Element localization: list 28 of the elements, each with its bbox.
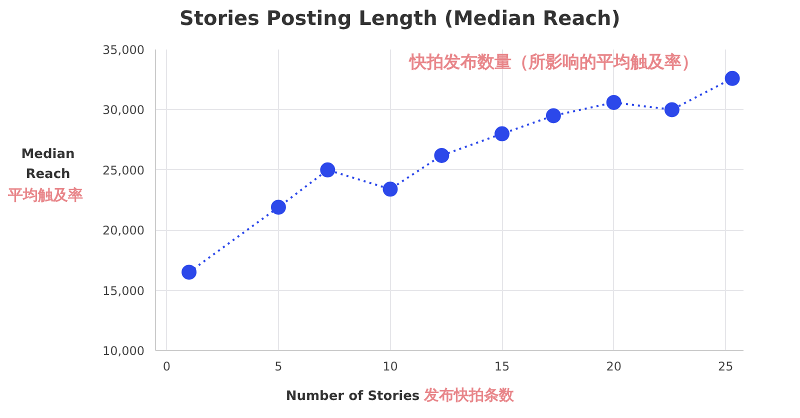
point [270, 200, 286, 215]
x-tick-label: 5 [274, 360, 282, 374]
y-tick-label: 15,000 [102, 284, 145, 298]
y-tick-label: 25,000 [102, 163, 145, 178]
y-axis-title: Median Reach [20, 146, 76, 184]
point [724, 70, 740, 86]
point [546, 108, 561, 124]
text: 平均触及率 [8, 185, 84, 206]
y-tick-label: 30,000 [102, 103, 145, 118]
y-tick-label: 10,000 [102, 344, 145, 358]
x-tick-label: 25 [718, 360, 734, 374]
point [382, 182, 398, 197]
point [494, 126, 510, 142]
x-tick-label: 20 [606, 360, 622, 374]
chart-subtitle: 快拍发布数量（所影响的平均触及率） [408, 52, 698, 72]
x-axis-title: Number of Stories [286, 389, 421, 404]
y-tick-label: 20,000 [102, 224, 145, 238]
point [434, 148, 450, 163]
x-tick-label: 0 [162, 360, 170, 374]
chart-title: Stories Posting Length (Median Reach) [178, 5, 622, 32]
point [320, 162, 336, 178]
x-tick-label: 10 [382, 360, 398, 374]
text: 发布快拍条数 [424, 386, 514, 404]
y-tick-label: 35,000 [102, 43, 145, 57]
point [664, 102, 680, 118]
point [182, 264, 197, 280]
point [606, 94, 622, 110]
x-tick-label: 15 [494, 360, 510, 374]
